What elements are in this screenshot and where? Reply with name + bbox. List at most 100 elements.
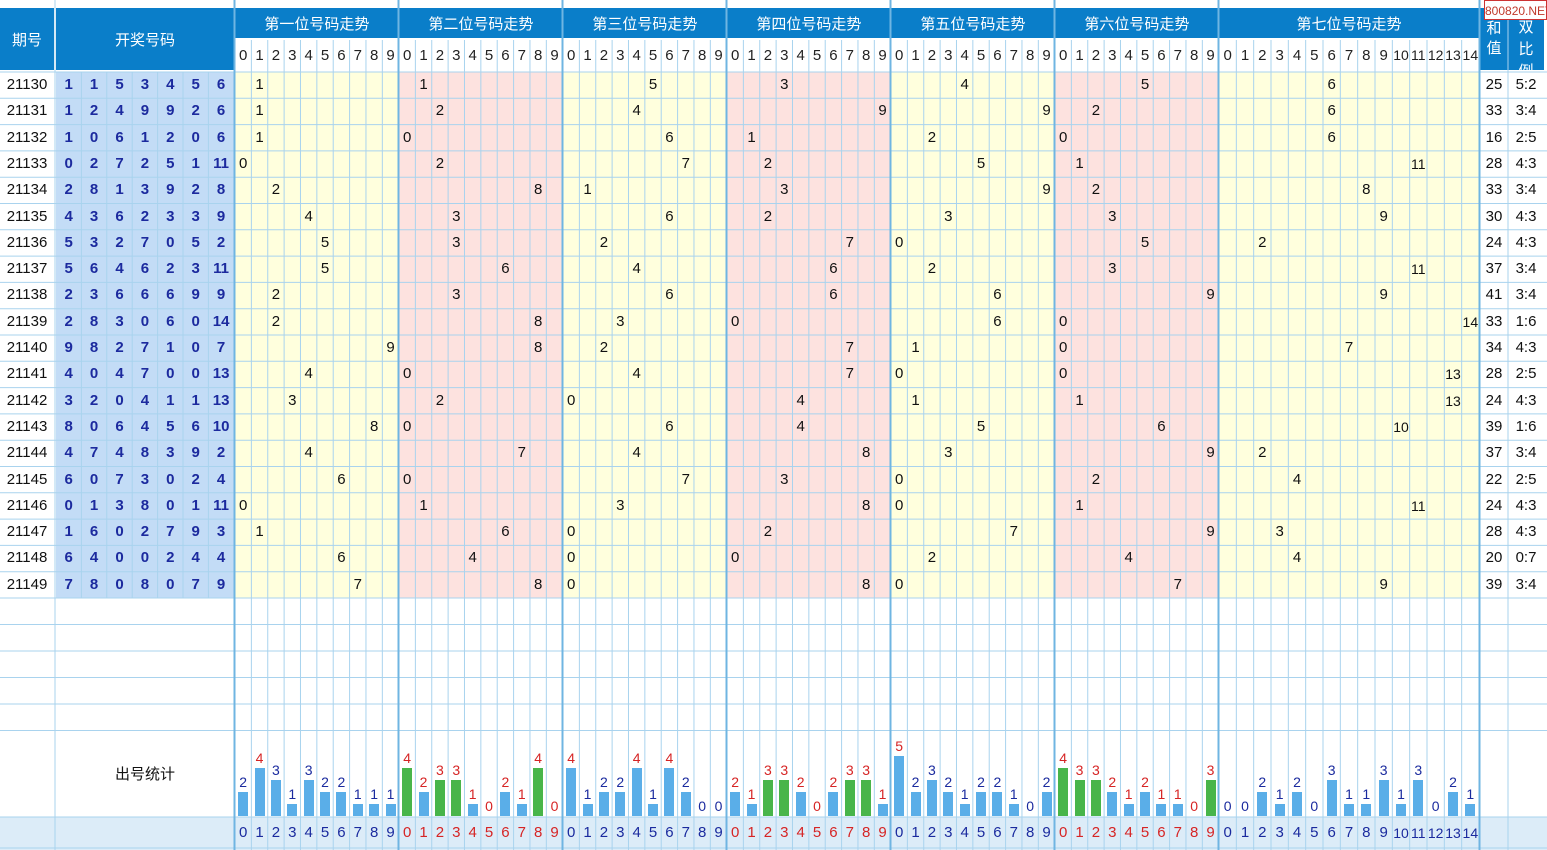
draw-number: 1 xyxy=(191,154,200,172)
stat-value: 2 xyxy=(796,774,805,790)
draw-number: 7 xyxy=(64,575,73,593)
draw-number: 2 xyxy=(191,470,200,488)
draw-number: 1 xyxy=(64,128,73,146)
draw-number: 2 xyxy=(64,181,73,199)
draw-number: 8 xyxy=(140,575,150,593)
draw-number: 2 xyxy=(140,207,150,225)
footer-digit: 3 xyxy=(1108,824,1117,841)
draw-number: 0 xyxy=(64,154,73,172)
draw-number: 1 xyxy=(64,523,73,541)
stat-value: 2 xyxy=(1293,774,1301,790)
footer-digit: 7 xyxy=(681,824,690,841)
trend-number: 9 xyxy=(1379,286,1388,304)
table-row-issue: 21147 xyxy=(0,519,54,546)
trend-number: 7 xyxy=(517,444,526,462)
table-row-issue: 21138 xyxy=(0,282,54,309)
footer-digit: 0 xyxy=(239,824,248,841)
stat-value: 1 xyxy=(1362,786,1371,802)
footer-digit: 7 xyxy=(1173,824,1182,841)
trend-number: 3 xyxy=(288,391,297,409)
header-digit: 7 xyxy=(349,40,366,70)
stat-value: 2 xyxy=(731,774,740,790)
stat-value: 2 xyxy=(977,774,985,790)
footer-digit: 4 xyxy=(1292,824,1302,841)
row-ratio: 4:3 xyxy=(1515,233,1537,251)
footer-digit: 9 xyxy=(1042,824,1051,841)
draw-number: 3 xyxy=(191,260,200,278)
trend-number: 11 xyxy=(1411,155,1426,172)
trend-number: 14 xyxy=(1462,313,1479,330)
draw-number: 5 xyxy=(64,260,73,278)
footer-digit: 0 xyxy=(895,824,904,841)
draw-number: 4 xyxy=(115,260,124,278)
draw-number: 4 xyxy=(64,207,73,225)
draw-number: 0 xyxy=(89,470,99,488)
stat-bar xyxy=(1413,780,1424,816)
stat-value: 2 xyxy=(829,774,838,790)
draw-number: 4 xyxy=(64,365,73,383)
row-ratio: 4:3 xyxy=(1515,391,1537,409)
draw-number: 0 xyxy=(89,365,99,383)
trend-number: 1 xyxy=(255,76,264,93)
draw-number: 0 xyxy=(191,312,200,330)
draw-number: 8 xyxy=(89,575,99,593)
trend-number: 6 xyxy=(665,207,674,225)
draw-number: 4 xyxy=(191,549,200,567)
stat-bar xyxy=(762,780,773,816)
trend-number: 11 xyxy=(1411,261,1426,278)
stat-value: 1 xyxy=(370,786,379,802)
draw-number: 3 xyxy=(166,444,175,462)
stat-bar xyxy=(1074,780,1085,816)
header-digit: 3 xyxy=(1271,40,1289,70)
stat-bar xyxy=(451,780,462,816)
draw-number: 0 xyxy=(166,496,175,514)
stat-value: 3 xyxy=(1379,762,1388,778)
trend-number: 7 xyxy=(1344,339,1354,356)
trend-number: 5 xyxy=(976,417,986,435)
trend-number: 2 xyxy=(1091,470,1101,488)
trend-number: 9 xyxy=(1042,181,1051,199)
trend-number: 9 xyxy=(386,339,395,356)
footer-digit: 6 xyxy=(993,824,1002,841)
footer-digit: 3 xyxy=(780,824,789,841)
header-digit: 5 xyxy=(1305,40,1323,70)
footer-digit: 0 xyxy=(1223,824,1232,841)
draw-number: 2 xyxy=(64,312,73,330)
stat-value: 1 xyxy=(1397,786,1405,802)
draw-number: 6 xyxy=(166,312,175,330)
stat-bar xyxy=(369,804,380,816)
row-ratio: 4:3 xyxy=(1515,339,1537,356)
stat-bar xyxy=(238,792,249,816)
draw-number: 9 xyxy=(140,102,150,120)
footer-digit: 10 xyxy=(1393,825,1409,841)
stat-value: 5 xyxy=(895,738,904,754)
footer-digit: 14 xyxy=(1462,825,1479,841)
header-digit: 2 xyxy=(1253,40,1271,70)
footer-digit: 9 xyxy=(1206,824,1215,841)
draw-number: 3 xyxy=(89,233,99,251)
stat-bar xyxy=(336,792,347,816)
header-position-title: 第七位号码走势 xyxy=(1219,8,1479,38)
trend-number: 3 xyxy=(452,233,461,251)
draw-number: 2 xyxy=(89,102,99,120)
table-row-issue: 21139 xyxy=(0,308,54,335)
footer-digit: 5 xyxy=(976,824,986,841)
draw-number: 1 xyxy=(166,391,175,409)
stat-value: 0 xyxy=(1026,798,1035,814)
draw-number: 9 xyxy=(166,181,175,199)
draw-number: 6 xyxy=(191,417,200,435)
draw-number: 9 xyxy=(191,523,200,541)
footer-digit: 8 xyxy=(369,824,379,841)
row-sum: 24 xyxy=(1485,496,1503,514)
stat-value: 1 xyxy=(468,786,477,802)
table-row-issue: 21141 xyxy=(0,361,54,388)
header-digit: 1 xyxy=(1071,40,1088,70)
stat-value: 1 xyxy=(1009,786,1018,802)
trend-number: 1 xyxy=(255,128,264,146)
header-digit: 9 xyxy=(1038,40,1055,70)
row-ratio: 4:3 xyxy=(1515,496,1537,514)
site-watermark: 800820.NET xyxy=(1484,0,1547,20)
trend-number: 3 xyxy=(780,181,789,199)
header-digit: 0 xyxy=(1219,40,1237,70)
trend-number: 1 xyxy=(911,339,920,356)
